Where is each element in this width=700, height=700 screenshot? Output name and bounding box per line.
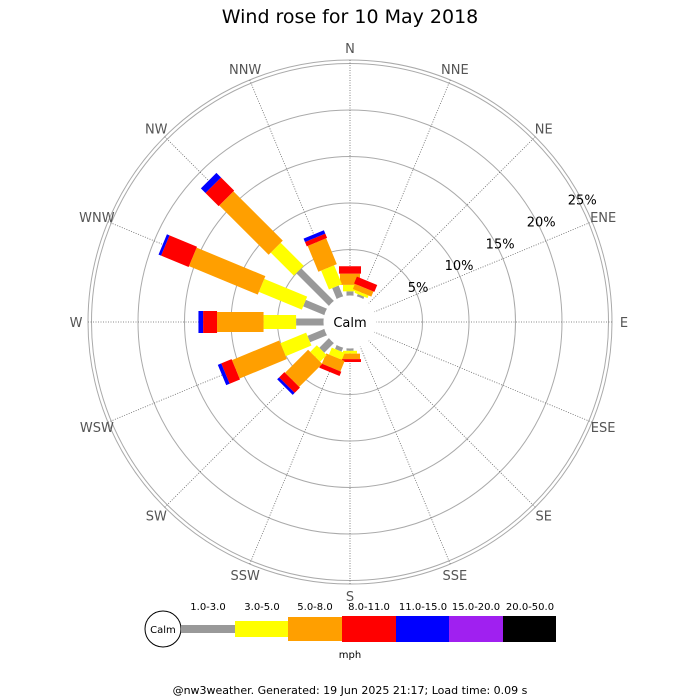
petal-nnw-bin5 [303,230,326,243]
ring-label: 20% [527,215,556,230]
direction-label-ne: NE [535,122,553,137]
petal-sw-bin1 [319,337,335,353]
legend-swatch-6 [449,616,503,642]
legend-bin-label: 11.0-15.0 [399,602,447,613]
legend-bin-label: 15.0-20.0 [452,602,500,613]
petal-wnw-bin2 [258,278,308,310]
petal-nnw-bin3 [307,238,337,272]
legend-bin-label: 1.0-3.0 [190,602,225,613]
calm-disc [323,295,377,349]
footer-text: @nw3weather. Generated: 19 Jun 2025 21:1… [172,684,528,697]
petal-nw-bin4 [205,177,235,207]
ring-label: 15% [486,237,515,252]
legend-unit-label: mph [339,650,361,661]
petal-ssw-bin2 [328,347,345,360]
ring-labels: 5% 10% 15% 20% 25% [408,194,597,296]
ring-label: 10% [445,259,474,274]
wind-petals [158,172,378,395]
direction-label-ssw: SSW [230,569,260,584]
direction-label-se: SE [536,510,552,525]
legend-bin-label: 20.0-50.0 [506,602,554,613]
petal-wsw-bin3 [231,340,287,379]
spoke-nne [359,79,451,299]
direction-labels: N NNE NE ENE E ESE SE SSE S SSW SW WSW W WNW NW NNW [70,42,629,605]
legend-swatch-1 [181,625,235,633]
spoke-ene [373,221,593,313]
petal-sw-bin4 [279,372,300,393]
petal-wsw-bin4 [221,359,240,384]
petal-nnw-bin2 [321,265,342,290]
petal-wnw-bin4 [161,235,198,268]
direction-label-sw: SW [146,510,167,525]
petal-nne-bin2 [354,290,369,299]
legend-bin-label: 3.0-5.0 [244,602,279,613]
petal-sw-bin5 [277,377,295,395]
spoke-sse [359,345,451,565]
direction-label-ene: ENE [590,211,616,226]
legend-swatch-4 [342,616,396,642]
spoke-ne [368,136,536,304]
petal-nw-bin3 [219,191,283,255]
spoke-wsw [107,331,327,423]
petal-nw-bin5 [200,172,222,194]
direction-label-nne: NNE [441,63,469,78]
petal-sw-bin3 [285,349,323,387]
range-ring [184,156,516,488]
spoke-nnw [249,79,341,299]
legend-swatch-5 [396,616,449,642]
direction-label-w: W [70,316,83,331]
spoke-se [368,340,536,508]
direction-label-nnw: NNW [229,63,261,78]
legend-swatch-3 [288,617,342,641]
petal-nne-bin4 [354,276,378,292]
petal-ssw-bin4 [319,363,342,377]
legend-bin-label: 5.0-8.0 [297,602,332,613]
petal-nnw-bin1 [332,285,344,300]
ring-label: 25% [568,194,597,209]
calm-circle: Calm [323,295,377,349]
direction-label-e: E [620,316,628,331]
direction-label-nw: NW [145,122,168,137]
petal-wsw-bin1 [307,328,328,343]
petal-nnw-bin4 [304,233,328,247]
direction-label-s: S [346,590,354,605]
direction-label-ese: ESE [591,421,616,436]
petal-nne-bin3 [352,283,374,297]
ring-label: 5% [408,281,429,296]
petal-ssw-bin3 [321,353,345,372]
petal-wnw-bin3 [188,247,266,295]
petal-sw-bin2 [310,345,327,362]
speed-legend: Calm 1.0-3.0 3.0-5.0 5.0-8.0 8.0-11.0 11.0-15… [144,602,556,661]
direction-label-wsw: WSW [80,421,114,436]
petal-wnw-bin5 [158,234,170,256]
petal-ssw-bin1 [335,344,344,352]
spoke-sw [164,340,332,508]
petal-wsw-bin5 [217,363,230,386]
legend-swatch-7 [503,616,556,642]
calm-label: Calm [333,316,366,331]
legend-calm-label: Calm [150,625,176,636]
legend-swatch-2 [235,621,288,637]
direction-label-sse: SSE [442,569,467,584]
spoke-ssw [249,345,341,565]
chart-title: Wind rose for 10 May 2018 [221,6,479,28]
direction-label-n: N [345,42,355,57]
spoke-ese [373,331,593,423]
legend-bin-label: 8.0-11.0 [348,602,390,613]
direction-label-wnw: WNW [79,211,115,226]
petal-nw-bin1 [296,268,335,307]
petal-nw-bin2 [270,242,304,276]
petal-wsw-bin2 [280,332,312,357]
petal-wnw-bin1 [303,299,328,316]
